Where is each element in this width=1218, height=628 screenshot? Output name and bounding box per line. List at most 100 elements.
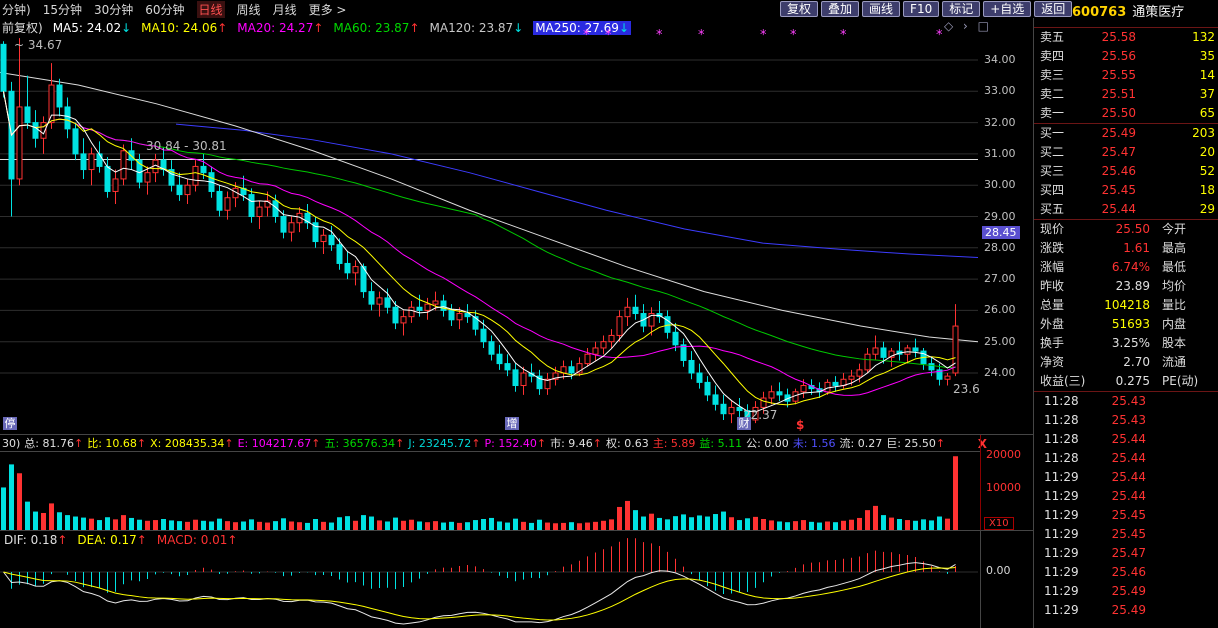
tick-price: 25.44 xyxy=(1111,432,1146,446)
period-tab[interactable]: 分钟) xyxy=(2,3,31,17)
order-level-label: 卖五 xyxy=(1040,30,1065,44)
volume-stat: P: 152.40↑ xyxy=(484,437,547,450)
volume-stat: 30) xyxy=(2,437,21,450)
stat-row: 收益(三) 0.275 PE(动) xyxy=(1034,372,1218,391)
signal-marker-icon: * xyxy=(698,28,705,43)
order-volume: 132 xyxy=(1192,30,1215,44)
order-volume: 203 xyxy=(1192,126,1215,140)
order-book-row[interactable]: 买五 25.44 29 xyxy=(1034,200,1218,219)
stat-label: 内盘 xyxy=(1162,317,1187,331)
toolbar-button-画线[interactable]: 画线 xyxy=(862,1,901,17)
tick-time: 11:28 xyxy=(1044,432,1079,446)
stock-code: 600763 xyxy=(1072,5,1127,20)
volume-indicator-header: 30) 总: 81.76↑ 比: 10.68↑ X: 208435.34↑ E: 104… xyxy=(0,436,980,452)
event-flag: 财 xyxy=(737,417,751,430)
stat-label: 今开 xyxy=(1162,222,1187,236)
ma-indicator-row: 前复权) MA5: 24.02↓ MA10: 24.06↑ MA20: 24.27↑ M… xyxy=(2,19,1032,35)
trend-arrow-icon: ↓ xyxy=(618,21,629,35)
price-tick: 33.00 xyxy=(984,84,1016,98)
tick-row: 11:29 25.45 xyxy=(1034,506,1218,525)
toolbar-button-叠加[interactable]: 叠加 xyxy=(821,1,860,17)
stat-row: 涨幅 6.74% 最低 xyxy=(1034,258,1218,277)
order-volume: 65 xyxy=(1199,106,1215,120)
price-tick: 27.00 xyxy=(984,272,1016,286)
stat-label: 收益(三) xyxy=(1040,374,1086,388)
volume-stat: E: 104217.67↑ xyxy=(237,437,321,450)
chart-annotation: ~ 34.67 xyxy=(14,38,63,52)
stat-value: 3.25% xyxy=(1111,336,1150,350)
signal-marker-icon: * xyxy=(760,28,767,43)
order-book-row[interactable]: 卖三 25.55 14 xyxy=(1034,66,1218,85)
volume-axis-tick: 10000 xyxy=(986,481,1021,494)
order-volume: 18 xyxy=(1199,183,1215,197)
signal-marker-icon: * xyxy=(936,28,943,43)
stat-label: 量比 xyxy=(1162,298,1187,312)
order-volume: 20 xyxy=(1199,145,1215,159)
order-price: 25.47 xyxy=(1101,145,1136,159)
order-book-row[interactable]: 买二 25.47 20 xyxy=(1034,143,1218,162)
volume-stat: 巨: 25.50↑ xyxy=(886,437,946,450)
order-book-row[interactable]: 卖五 25.58 132 xyxy=(1034,28,1218,47)
toolbar-button-复权[interactable]: 复权 xyxy=(780,1,819,17)
volume-multiplier[interactable]: X10 xyxy=(984,517,1014,530)
toolbar-button-返回[interactable]: 返回 xyxy=(1034,1,1073,17)
tick-time: 11:28 xyxy=(1044,451,1079,465)
order-price: 25.49 xyxy=(1101,126,1136,140)
stat-label: 换手 xyxy=(1040,336,1065,350)
period-tab[interactable]: 周线 xyxy=(236,3,261,17)
stat-label: 均价 xyxy=(1162,279,1187,293)
window-controls[interactable]: ◇ › □ xyxy=(944,19,992,33)
tick-row: 11:29 25.46 xyxy=(1034,563,1218,582)
trend-arrow-icon: ↓ xyxy=(513,21,524,35)
tick-price: 25.44 xyxy=(1111,451,1146,465)
ma-label: MA250: 27.69↓ xyxy=(533,21,631,35)
stat-value: 104218 xyxy=(1104,298,1150,312)
macd-pane: DIF: 0.18↑ DEA: 0.17↑ MACD: 0.01↑ 0.00 xyxy=(0,530,1033,628)
stat-label: 股本 xyxy=(1162,336,1187,350)
toolbar-button-F10[interactable]: F10 xyxy=(903,1,940,17)
period-tab[interactable]: 更多 > xyxy=(308,3,347,17)
trend-arrow-icon: ↑ xyxy=(313,21,324,35)
order-book-row[interactable]: 买四 25.45 18 xyxy=(1034,181,1218,200)
tick-row: 11:28 25.44 xyxy=(1034,449,1218,468)
volume-stat: 主: 5.89 xyxy=(652,437,696,450)
period-tab[interactable]: 60分钟 xyxy=(145,3,185,17)
period-tab[interactable]: 月线 xyxy=(272,3,297,17)
order-volume: 14 xyxy=(1199,68,1215,82)
order-level-label: 买三 xyxy=(1040,164,1065,178)
order-book-row[interactable]: 卖二 25.51 37 xyxy=(1034,85,1218,104)
tick-time: 11:29 xyxy=(1044,470,1079,484)
volume-canvas[interactable] xyxy=(0,452,980,530)
order-book-row[interactable]: 卖一 25.50 65 xyxy=(1034,104,1218,123)
order-level-label: 买二 xyxy=(1040,145,1065,159)
trend-arrow-icon: ↑ xyxy=(409,21,420,35)
period-tab[interactable]: 日线 xyxy=(196,1,225,18)
stat-label: 昨收 xyxy=(1040,279,1065,293)
order-book-row[interactable]: 买三 25.46 52 xyxy=(1034,162,1218,181)
period-tab[interactable]: 15分钟 xyxy=(42,3,82,17)
trend-arrow-icon: ↑ xyxy=(935,437,946,450)
tick-row: 11:29 25.45 xyxy=(1034,525,1218,544)
period-tab[interactable]: 30分钟 xyxy=(93,3,134,17)
chart-annotation: $ xyxy=(796,418,805,432)
main-chart: 34.00 33.00 32.00 31.00 30.00 29.00 28.00 27.00… xyxy=(0,29,1033,434)
order-book-row[interactable]: 卖四 25.56 35 xyxy=(1034,47,1218,66)
trend-arrow-icon: ↓ xyxy=(121,21,132,35)
toolbar-button-+自选[interactable]: +自选 xyxy=(983,1,1032,17)
tick-time: 11:29 xyxy=(1044,546,1079,560)
macd-canvas[interactable] xyxy=(0,532,980,628)
order-book-row[interactable]: 买一 25.49 203 xyxy=(1034,124,1218,143)
trend-arrow-icon: ↑ xyxy=(224,437,234,450)
tick-price: 25.45 xyxy=(1111,508,1146,522)
candlestick-canvas[interactable] xyxy=(0,36,980,434)
stat-row: 换手 3.25% 股本 xyxy=(1034,334,1218,353)
order-price: 25.58 xyxy=(1101,30,1136,44)
close-indicator-button[interactable]: X xyxy=(977,437,987,451)
stat-row: 总量 104218 量比 xyxy=(1034,296,1218,315)
toolbar-button-标记[interactable]: 标记 xyxy=(942,1,981,17)
order-price: 25.46 xyxy=(1101,164,1136,178)
volume-stat: 总: 81.76↑ xyxy=(24,437,84,450)
volume-stat: 益: 5.11 xyxy=(699,437,743,450)
stat-row: 现价 25.50 今开 xyxy=(1034,220,1218,239)
